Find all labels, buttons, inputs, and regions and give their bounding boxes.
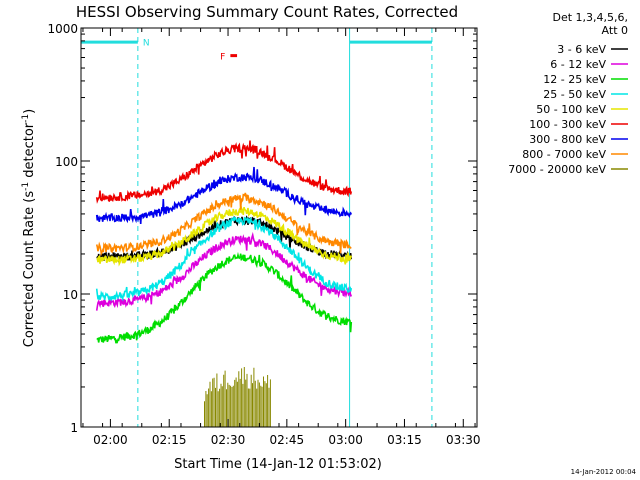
timestamp: 14-Jan-2012 00:04	[571, 468, 637, 476]
legend-item-300-800: 300 - 800 keV	[529, 133, 628, 146]
legend-item-100-300: 100 - 300 keV	[529, 118, 628, 131]
y-axis-label-end: )	[22, 109, 37, 114]
series-line-25-50	[95, 215, 353, 302]
x-tick-label: 02:30	[211, 433, 246, 447]
legend-item-800-7000: 800 - 7000 keV	[522, 148, 628, 161]
legend-header-line2: Att 0	[602, 24, 628, 37]
legend-item-25-50: 25 - 50 keV	[543, 88, 628, 101]
x-axis-label: Start Time (14-Jan-12 01:53:02)	[174, 457, 382, 472]
legend-label: 800 - 7000 keV	[522, 148, 606, 161]
legend: 3 - 6 keV 6 - 12 keV 12 - 25 keV 25 - 50 ke…	[508, 43, 628, 176]
legend-label: 25 - 50 keV	[543, 88, 606, 101]
legend-label: 300 - 800 keV	[529, 133, 606, 146]
y-axis-label-sup1: -1	[21, 182, 31, 191]
series-line-50-100	[96, 206, 353, 267]
y-axis-label-mid: detector	[22, 122, 37, 182]
legend-item-12-25: 12 - 25 keV	[543, 73, 628, 86]
series-line-300-800	[95, 166, 353, 224]
legend-item-7000-20000: 7000 - 20000 keV	[508, 163, 628, 176]
y-axis-label-main: Corrected Count Rate (s	[22, 191, 37, 348]
y-tick-label: 1	[70, 421, 78, 435]
legend-item-3-6: 3 - 6 keV	[557, 43, 628, 56]
x-tick-label: 03:15	[387, 433, 422, 447]
legend-label: 50 - 100 keV	[536, 103, 606, 116]
legend-item-6-12: 6 - 12 keV	[550, 58, 628, 71]
series-line-6-12	[95, 231, 353, 311]
y-tick-label: 10	[63, 288, 78, 302]
legend-label: 3 - 6 keV	[557, 43, 606, 56]
legend-label: 7000 - 20000 keV	[508, 163, 606, 176]
series-line-100-300	[95, 140, 353, 204]
chart-title: HESSI Observing Summary Count Rates, Cor…	[76, 3, 458, 21]
x-tick-label: 02:00	[93, 433, 128, 447]
x-tick-label: 02:45	[270, 433, 305, 447]
legend-label: 12 - 25 keV	[543, 73, 606, 86]
y-tick-label: 1000	[47, 22, 78, 36]
x-tick-label: 03:30	[446, 433, 481, 447]
series-line-7000-20000	[204, 367, 271, 427]
orbit-overlays: NF	[80, 28, 433, 427]
legend-label: 100 - 300 keV	[529, 118, 606, 131]
flare-label: F	[220, 53, 225, 63]
series-line-12-25	[96, 251, 353, 344]
night-label: N	[143, 39, 150, 49]
legend-label: 6 - 12 keV	[550, 58, 606, 71]
x-tick-label: 02:15	[152, 433, 187, 447]
legend-header-line1: Det 1,3,4,5,6,	[552, 11, 628, 24]
legend-item-50-100: 50 - 100 keV	[536, 103, 628, 116]
axes: 02:00 02:15 02:30 02:45 03:00 03:15 03:30 1 10 10…	[47, 22, 480, 447]
y-axis-label: Corrected Count Rate (s-1 detector-1)	[21, 109, 37, 347]
series-layer	[95, 140, 353, 427]
x-tick-label: 03:00	[328, 433, 363, 447]
y-axis-label-sup2: -1	[21, 114, 31, 123]
y-tick-label: 100	[55, 155, 78, 169]
series-line-800-7000	[95, 192, 352, 257]
